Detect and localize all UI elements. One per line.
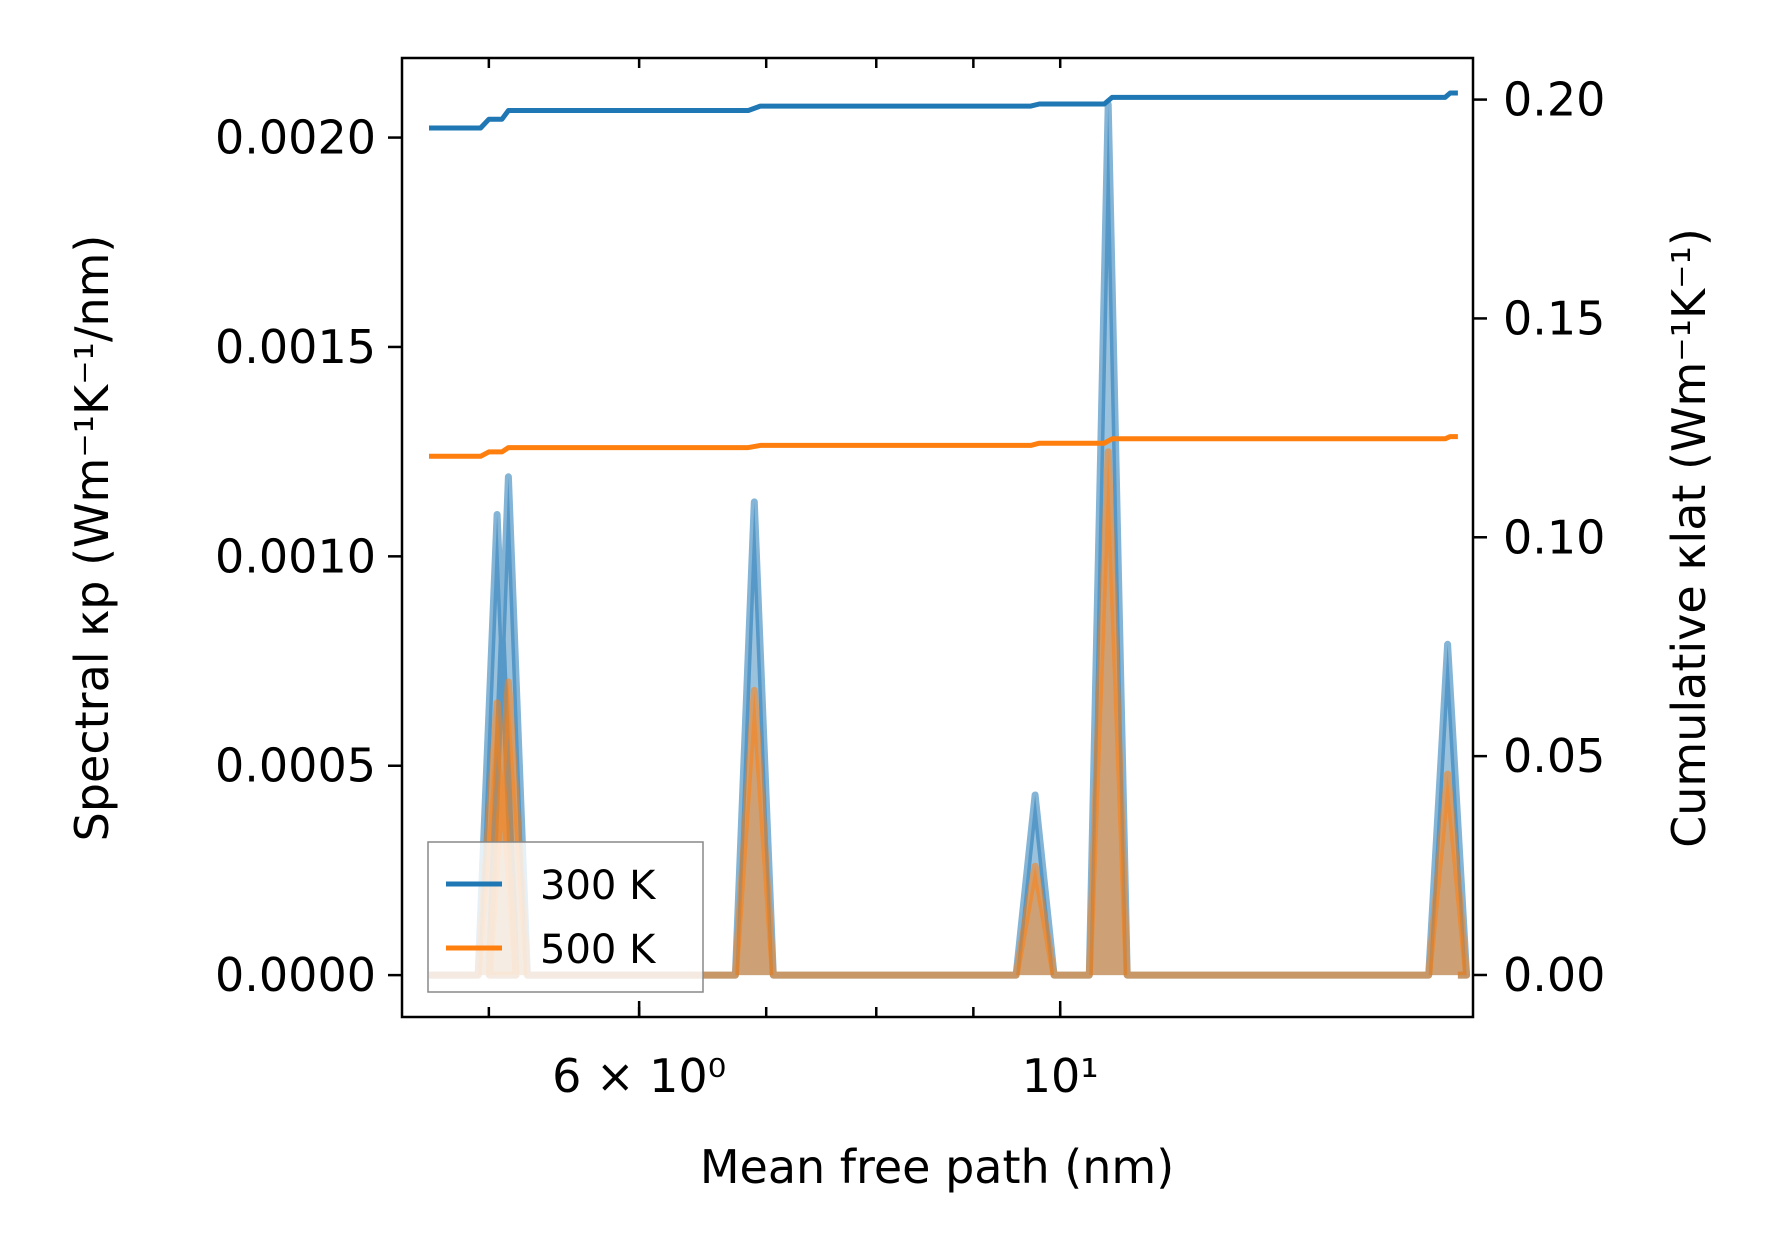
x-tick-label: 6 × 10⁰: [552, 1049, 726, 1103]
x-tick-label: 10¹: [1022, 1049, 1099, 1103]
y-left-tick-label: 0.0010: [215, 529, 376, 583]
y-left-tick-label: 0.0000: [215, 948, 376, 1002]
y-right-tick-label: 0.00: [1503, 948, 1605, 1002]
x-axis-title: Mean free path (nm): [700, 1140, 1174, 1194]
cumulative-line-300k: [429, 90, 1458, 131]
y-axis-right-title: Cumulative κlat (Wm⁻¹K⁻¹): [1662, 228, 1716, 848]
legend-label-300k: 300 K: [540, 863, 657, 909]
cumulative-line-500k: [429, 434, 1458, 459]
y-right-tick-label: 0.20: [1503, 73, 1605, 127]
y-axis-left-title: Spectral κp (Wm⁻¹K⁻¹/nm): [65, 235, 119, 842]
y-left-tick-label: 0.0005: [215, 739, 376, 793]
legend-label-500k: 500 K: [540, 927, 657, 973]
y-right-tick-label: 0.10: [1503, 510, 1605, 564]
legend: 300 K 500 K: [427, 841, 704, 993]
y-right-tick-label: 0.05: [1503, 729, 1605, 783]
axis-ticks: 6 × 10⁰ 10¹ 0.0000 0.0005 0.0010 0.0015 0.0020…: [215, 58, 1605, 1103]
y-right-tick-label: 0.15: [1503, 291, 1605, 345]
legend-box: [427, 841, 704, 993]
y-left-tick-label: 0.0020: [215, 111, 376, 165]
y-left-tick-label: 0.0015: [215, 320, 376, 374]
